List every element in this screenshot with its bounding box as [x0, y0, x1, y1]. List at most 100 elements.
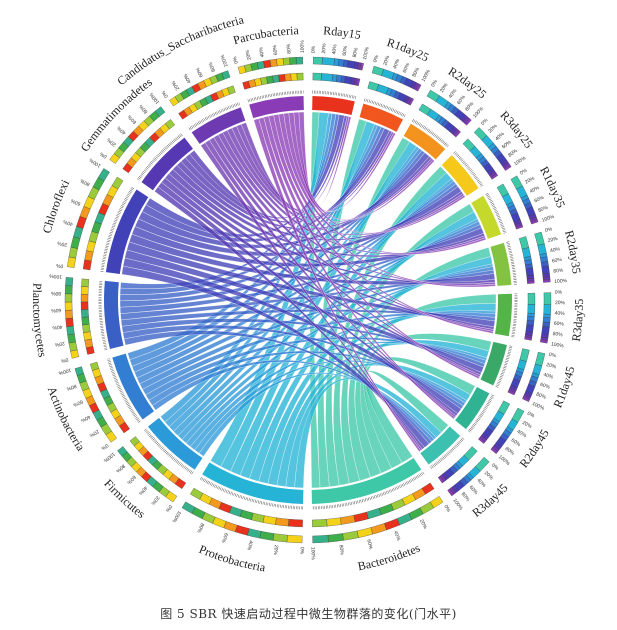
percent-tick-label: 100%	[421, 68, 433, 83]
tick-ring	[98, 280, 108, 351]
composition-block	[524, 336, 532, 341]
composition-block	[543, 292, 552, 305]
composition-block	[541, 265, 550, 275]
percent-tick-label: 80%	[504, 446, 516, 457]
composition-block	[541, 326, 550, 335]
percent-tick-label: 100%	[550, 341, 564, 349]
composition-block	[259, 531, 275, 541]
percent-tick-label: 60%	[72, 398, 84, 408]
percent-tick-label: 40%	[331, 44, 338, 55]
composition-block	[540, 339, 548, 344]
percent-tick-label: 60%	[70, 197, 82, 207]
phylum-label: Firmicutes	[101, 476, 148, 521]
percent-tick-label: 0%	[100, 442, 110, 451]
segment-band	[112, 353, 154, 420]
ribbon-R3day45-Parcubacteria	[253, 118, 421, 452]
percent-tick-label: 100%	[362, 46, 371, 60]
tick-ring	[107, 358, 141, 423]
composition-block	[378, 503, 394, 516]
phylum-label: Proteobacteria	[197, 542, 267, 575]
composition-block	[384, 518, 400, 531]
percent-tick-label: 60%	[51, 307, 62, 313]
composition-block	[290, 73, 298, 81]
composition-block	[81, 316, 90, 326]
composition-block	[453, 130, 461, 138]
composition-block	[81, 278, 90, 288]
percent-tick-label: 80%	[553, 268, 564, 275]
percent-tick-label: 0%	[232, 55, 240, 64]
ribbons	[119, 111, 497, 489]
percent-tick-label: 60%	[501, 139, 513, 150]
composition-block	[527, 304, 536, 314]
percent-tick-label: 0%	[480, 117, 490, 127]
composition-block	[164, 119, 176, 130]
percent-tick-label: 60%	[126, 113, 138, 125]
percent-tick-label: 40%	[516, 429, 528, 440]
segment-band	[471, 195, 502, 239]
percent-tick-label: 40%	[116, 124, 128, 136]
composition-block	[73, 226, 84, 239]
percent-tick-label: 20%	[547, 236, 559, 244]
composition-block	[64, 285, 73, 295]
percent-tick-label: 20%	[382, 54, 391, 66]
percent-tick-label: 0%	[519, 167, 529, 176]
percent-tick-label: 60%	[342, 45, 349, 56]
composition-block	[269, 58, 278, 68]
composition-block	[80, 301, 89, 310]
composition-block	[312, 72, 322, 81]
composition-block	[263, 59, 272, 69]
composition-block	[464, 118, 472, 126]
segment-band	[441, 155, 479, 196]
percent-tick-label: 0%	[490, 462, 500, 472]
composition-block	[64, 301, 73, 311]
tick-ring	[467, 394, 495, 433]
sample-segment-R3day35: 0% 20% 40% 60% 80% 100% R3day35	[494, 290, 586, 350]
percent-tick-label: 20%	[521, 420, 533, 430]
composition-block	[530, 219, 539, 225]
percent-tick-label: 0%	[55, 262, 64, 269]
tick-ring	[485, 192, 507, 234]
composition-block	[129, 436, 140, 447]
composition-block	[90, 361, 100, 371]
composition-block	[278, 74, 286, 83]
tick-ring	[364, 98, 406, 118]
percent-tick-label: 40%	[448, 88, 459, 100]
percent-tick-label: 40%	[550, 246, 562, 254]
composition-block	[537, 243, 547, 255]
percent-tick-label: 20%	[245, 49, 253, 61]
composition-block	[74, 366, 84, 376]
segment-band	[105, 189, 149, 275]
percent-tick-label: 80%	[138, 103, 149, 115]
composition-block	[326, 517, 342, 527]
percent-tick-label: 20%	[321, 43, 328, 54]
percent-tick-label: 80%	[535, 391, 547, 401]
phylum-segment-Parcubacteria: 0% 20% 40% 60% 80% 100%Parcubacteria	[232, 23, 306, 119]
composition-block	[80, 286, 89, 295]
composition-block	[82, 324, 91, 333]
composition-block	[490, 447, 498, 454]
composition-block	[543, 304, 552, 315]
composition-block	[542, 317, 551, 323]
sample-segment-R1day25: 0% 20% 40% 60% 80% 100%R1day25	[359, 35, 433, 132]
composition-block	[437, 475, 445, 484]
percent-tick-label: 100%	[220, 53, 230, 68]
percent-tick-label: 100%	[49, 272, 63, 279]
percent-tick-label: 100%	[170, 509, 182, 524]
composition-block	[525, 267, 534, 277]
percent-tick-label: 20%	[149, 494, 160, 506]
percent-tick-label: 100%	[57, 367, 71, 377]
percent-tick-label: 80%	[552, 331, 563, 338]
percent-tick-label: 100%	[554, 278, 568, 285]
composition-block	[355, 78, 361, 87]
composition-block	[223, 521, 238, 533]
percent-tick-label: 40%	[258, 46, 266, 57]
percent-tick-label: 100%	[309, 547, 315, 560]
segment-band	[249, 96, 304, 119]
composition-block	[65, 277, 74, 287]
composition-block	[80, 294, 89, 303]
percent-tick-label: 60%	[468, 485, 479, 497]
percent-tick-label: 100%	[472, 105, 485, 119]
sample-segment-R3day25: 0%20%40%60%80%100%R3day25	[441, 108, 536, 196]
composition-block	[408, 97, 414, 106]
